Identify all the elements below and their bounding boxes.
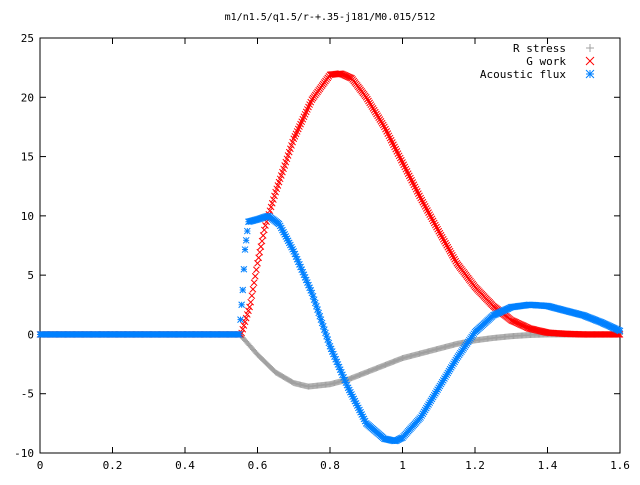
data-point (242, 247, 248, 253)
legend-label: R stress (513, 42, 566, 55)
y-tick-label: -5 (21, 388, 34, 401)
legend-marker (586, 70, 594, 78)
x-tick-label: 0.2 (103, 459, 123, 472)
x-tick-label: 1.6 (610, 459, 630, 472)
x-tick-label: 1 (399, 459, 406, 472)
chart-title: m1/n1.5/q1.5/r-+.35-j181/M0.015/512 (225, 12, 436, 23)
y-tick-label: 5 (27, 269, 34, 282)
data-point (241, 266, 247, 272)
legend-label: Acoustic flux (480, 68, 566, 81)
y-tick-label: 15 (21, 151, 34, 164)
y-tick-label: -10 (14, 447, 34, 460)
data-point (236, 331, 242, 337)
x-tick-label: 1.4 (538, 459, 558, 472)
x-tick-label: 0 (37, 459, 44, 472)
data-point (238, 317, 244, 323)
data-point (244, 228, 250, 234)
x-tick-label: 0.6 (248, 459, 268, 472)
y-tick-label: 10 (21, 210, 34, 223)
data-point (617, 328, 623, 334)
data-point (243, 237, 249, 243)
y-tick-label: 0 (27, 328, 34, 341)
x-tick-label: 1.2 (465, 459, 485, 472)
y-tick-label: 25 (21, 32, 34, 45)
legend-label: G work (526, 55, 566, 68)
x-tick-label: 0.4 (175, 459, 195, 472)
data-point (240, 287, 246, 293)
data-point (239, 302, 245, 308)
x-tick-label: 0.8 (320, 459, 340, 472)
y-tick-label: 20 (21, 91, 34, 104)
